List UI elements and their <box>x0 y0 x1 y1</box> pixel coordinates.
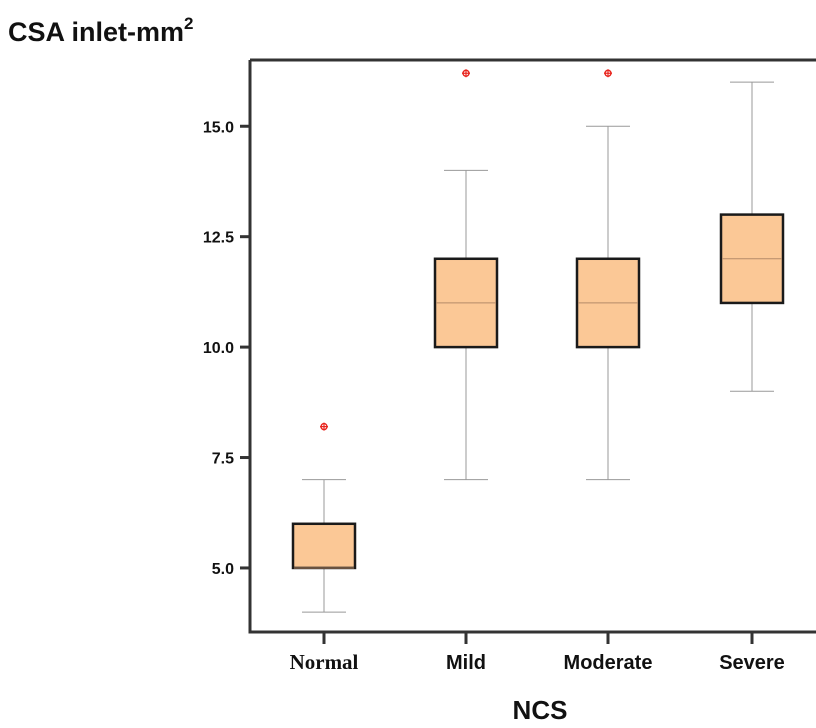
box-mild <box>433 69 499 481</box>
x-tick-label-severe: Severe <box>719 652 785 674</box>
outlier-point <box>604 69 612 78</box>
iqr-box <box>291 522 357 570</box>
x-tick-label-normal: Normal <box>290 650 359 674</box>
x-tick-label-mild: Mild <box>446 652 486 674</box>
box-moderate <box>575 69 641 481</box>
y-axis-label-superscript: 2 <box>184 14 193 33</box>
y-tick-label: 15.0 <box>203 119 234 136</box>
box-severe <box>719 81 785 392</box>
plot-frame <box>248 58 816 634</box>
outlier-point <box>462 69 470 78</box>
y-tick-label: 12.5 <box>203 230 234 247</box>
y-tick-label: 7.5 <box>212 451 234 468</box>
y-tick-label: 5.0 <box>212 561 234 578</box>
x-axis-label: NCS <box>513 695 568 725</box>
y-tick-label: 10.0 <box>203 340 234 357</box>
outlier-point <box>320 422 328 431</box>
box-normal <box>291 422 357 613</box>
x-tick-label-moderate: Moderate <box>564 652 653 674</box>
y-axis-ticks: 5.0 7.5 10.0 12.5 15.0 <box>203 119 250 578</box>
y-axis-label: CSA inlet-mm2 <box>8 14 193 47</box>
box-series <box>291 69 785 613</box>
y-axis-label-text: CSA inlet-mm <box>8 17 184 47</box>
x-axis-ticks: Normal Mild Moderate Severe <box>290 632 785 674</box>
